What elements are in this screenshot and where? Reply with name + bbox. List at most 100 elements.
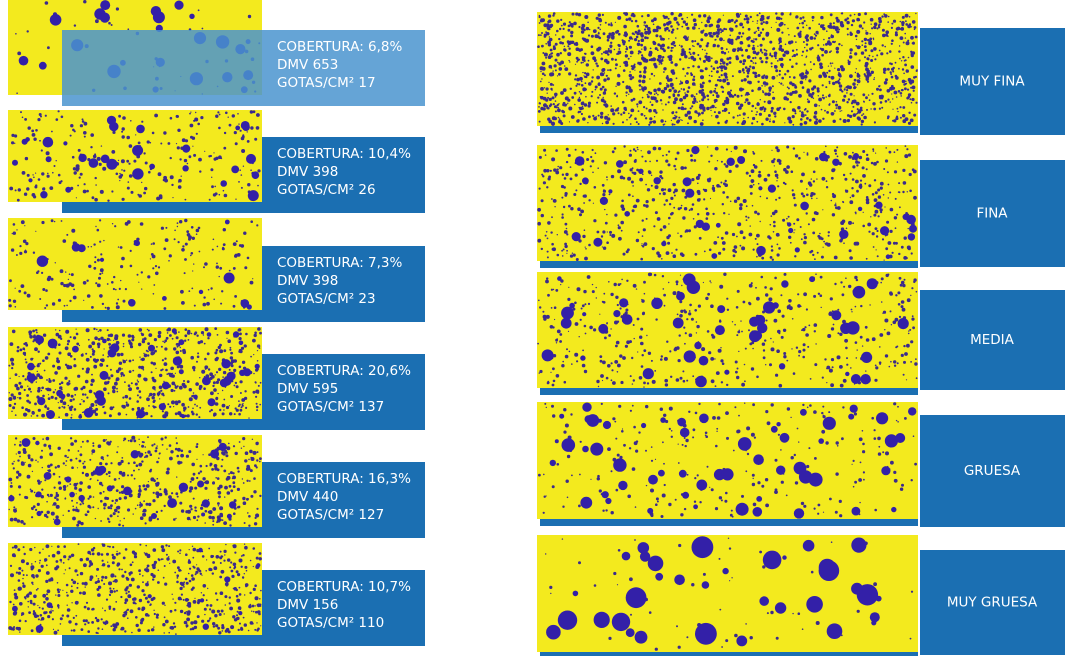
droplet bbox=[216, 598, 219, 601]
card-stat: GOTAS/CM² 110 bbox=[277, 615, 384, 631]
droplet bbox=[641, 235, 644, 237]
droplet bbox=[21, 569, 24, 572]
droplet bbox=[84, 586, 86, 588]
droplet bbox=[51, 553, 56, 558]
droplet bbox=[583, 75, 585, 77]
droplet bbox=[893, 170, 898, 174]
droplet bbox=[814, 258, 816, 260]
droplet bbox=[248, 417, 250, 419]
droplet bbox=[827, 243, 830, 246]
droplet bbox=[217, 345, 221, 350]
droplet bbox=[47, 352, 51, 356]
droplet bbox=[139, 516, 144, 520]
droplet bbox=[13, 611, 18, 615]
droplet bbox=[35, 589, 38, 591]
droplet bbox=[230, 364, 234, 368]
droplet bbox=[144, 596, 148, 600]
droplet bbox=[192, 472, 196, 476]
droplet bbox=[87, 621, 90, 624]
droplet bbox=[108, 414, 112, 418]
droplet bbox=[31, 563, 33, 565]
droplet bbox=[736, 114, 739, 117]
droplet bbox=[580, 101, 585, 106]
droplet bbox=[47, 464, 51, 468]
droplet bbox=[33, 195, 37, 199]
droplet bbox=[772, 91, 774, 94]
droplet bbox=[849, 61, 851, 63]
droplet bbox=[628, 45, 633, 49]
droplet bbox=[840, 24, 844, 28]
droplet bbox=[56, 582, 59, 584]
droplet bbox=[741, 32, 745, 35]
droplet bbox=[554, 110, 557, 113]
droplet bbox=[639, 32, 644, 36]
droplet bbox=[805, 70, 809, 75]
droplet bbox=[887, 21, 889, 23]
droplet bbox=[771, 85, 774, 88]
droplet bbox=[749, 184, 753, 189]
droplet bbox=[694, 252, 698, 256]
droplet bbox=[43, 611, 47, 615]
droplet bbox=[591, 76, 594, 79]
droplet bbox=[81, 399, 83, 401]
droplet bbox=[564, 67, 569, 71]
droplet bbox=[636, 42, 641, 47]
droplet bbox=[852, 82, 856, 86]
droplet bbox=[101, 565, 103, 567]
droplet bbox=[103, 502, 107, 507]
droplet bbox=[211, 609, 216, 614]
droplet bbox=[221, 630, 224, 632]
droplet bbox=[15, 453, 17, 455]
droplet bbox=[15, 626, 19, 630]
droplet bbox=[80, 628, 84, 631]
droplet bbox=[838, 28, 841, 31]
droplet bbox=[869, 33, 871, 35]
droplet bbox=[162, 558, 164, 560]
droplet bbox=[32, 437, 36, 440]
droplet bbox=[820, 65, 824, 69]
droplet bbox=[31, 470, 34, 473]
droplet bbox=[91, 341, 96, 346]
droplet bbox=[597, 26, 600, 29]
droplet bbox=[24, 358, 27, 361]
droplet bbox=[51, 302, 56, 306]
droplet bbox=[19, 602, 23, 606]
droplet bbox=[138, 365, 142, 369]
droplet bbox=[204, 509, 208, 513]
droplet bbox=[823, 38, 825, 41]
label-box bbox=[920, 28, 1065, 135]
droplet bbox=[256, 441, 259, 445]
droplet bbox=[106, 454, 109, 457]
droplet bbox=[189, 123, 194, 128]
droplet bbox=[17, 586, 21, 590]
droplet bbox=[905, 23, 908, 26]
droplet bbox=[73, 482, 78, 487]
droplet bbox=[602, 91, 607, 95]
droplet bbox=[789, 92, 793, 96]
droplet bbox=[45, 597, 49, 601]
droplet bbox=[647, 91, 651, 94]
droplet bbox=[103, 621, 106, 625]
droplet bbox=[145, 502, 149, 506]
droplet bbox=[870, 161, 874, 165]
droplet bbox=[126, 577, 130, 581]
droplet bbox=[46, 493, 50, 497]
droplet bbox=[647, 26, 651, 31]
droplet bbox=[91, 348, 94, 351]
droplet bbox=[9, 342, 14, 346]
droplet bbox=[713, 90, 716, 93]
droplet bbox=[587, 34, 591, 37]
droplet bbox=[253, 477, 256, 480]
droplet bbox=[567, 98, 571, 102]
droplet bbox=[60, 115, 64, 119]
droplet bbox=[133, 159, 137, 163]
droplet bbox=[230, 625, 235, 630]
droplet bbox=[773, 165, 775, 167]
droplet bbox=[868, 99, 871, 102]
droplet bbox=[187, 598, 190, 601]
droplet bbox=[782, 84, 784, 86]
droplet bbox=[242, 482, 245, 484]
droplet bbox=[257, 327, 261, 331]
droplet bbox=[895, 32, 898, 34]
droplet bbox=[55, 594, 57, 596]
